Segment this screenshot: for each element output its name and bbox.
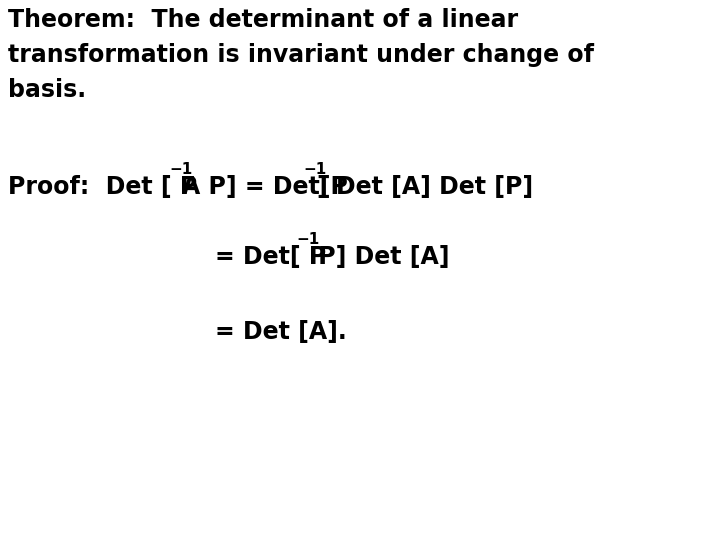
- Text: basis.: basis.: [8, 78, 86, 102]
- Text: = Det[ P: = Det[ P: [215, 245, 326, 269]
- Text: −1: −1: [169, 162, 192, 177]
- Text: ] Det [A] Det [P]: ] Det [A] Det [P]: [317, 175, 533, 199]
- Text: P] Det [A]: P] Det [A]: [310, 245, 449, 269]
- Text: transformation is invariant under change of: transformation is invariant under change…: [8, 43, 594, 67]
- Text: A P] = Det[P: A P] = Det[P: [182, 175, 348, 199]
- Text: Theorem:  The determinant of a linear: Theorem: The determinant of a linear: [8, 8, 518, 32]
- Text: −1: −1: [303, 162, 326, 177]
- Text: −1: −1: [296, 232, 319, 247]
- Text: = Det [A].: = Det [A].: [215, 320, 347, 344]
- Text: Proof:  Det [ P: Proof: Det [ P: [8, 175, 205, 199]
